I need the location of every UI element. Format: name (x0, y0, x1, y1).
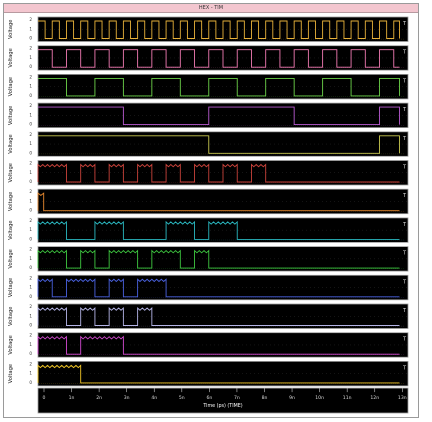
panel-2-y-tick: 1 (29, 55, 32, 60)
x-tick-label: 11n (343, 395, 352, 401)
x-tick-label: 3n (124, 395, 130, 401)
panel-2-y-tick: 2 (29, 46, 32, 51)
panel-11-waveform (37, 306, 400, 326)
panel-2-waveform (38, 49, 400, 68)
x-tick-label: 4n (151, 395, 157, 401)
panel-9-y-tick: 2 (29, 247, 32, 252)
panel-13-y-label: Voltage (8, 364, 14, 383)
panel-3-y-tick: 2 (29, 74, 32, 79)
x-tick-label: 12n (370, 395, 379, 401)
x-tick-label: 2n (96, 395, 102, 401)
panel-8-end-marker: T (402, 222, 407, 228)
panel-3-y-tick: 0 (29, 93, 32, 98)
panel-5-waveform (38, 135, 400, 154)
panel-2-y-label: Voltage (8, 48, 14, 67)
panel-1-y-tick: 1 (29, 26, 32, 31)
panel-12-waveform (37, 335, 400, 355)
panel-10-y-tick: 2 (29, 275, 32, 280)
waveform-canvas: Voltage 2 1 0 T Voltage 2 1 0 T Voltage 2 1 0 T Voltage… (8, 16, 409, 414)
x-tick-label: 7n (234, 395, 240, 401)
panel-7-waveform (37, 192, 400, 212)
panel-1-y-tick: 2 (29, 17, 32, 22)
panel-9-y-tick: 0 (29, 265, 32, 270)
panel-3-end-marker: T (402, 78, 407, 84)
panel-2-y-tick: 0 (29, 64, 32, 69)
panel-9-waveform (37, 249, 400, 269)
panel-4-y-tick: 1 (29, 112, 32, 117)
panel-6-waveform (37, 163, 400, 183)
panel-4-y-tick: 0 (29, 122, 32, 127)
panel-7-y-tick: 2 (29, 189, 32, 194)
panel-12-y-tick: 1 (29, 342, 32, 347)
x-tick-label: 10n (315, 395, 324, 401)
panel-1-waveform (38, 20, 400, 39)
panel-10-y-label: Voltage (8, 278, 14, 297)
panel-5-y-tick: 0 (29, 150, 32, 155)
time-axis-panel (37, 387, 409, 414)
panel-11-y-tick: 2 (29, 304, 32, 309)
panel-6-y-tick: 1 (29, 170, 32, 175)
waveform-viewer: HEX - TIM Voltage 2 1 0 T Voltage 2 1 0 T Voltage 2… (3, 3, 419, 418)
panel-11-y-tick: 1 (29, 313, 32, 318)
panel-3-y-tick: 1 (29, 84, 32, 89)
panel-6-y-label: Voltage (8, 163, 14, 182)
panel-9-end-marker: T (402, 251, 407, 257)
panel-13-waveform (37, 364, 400, 384)
panel-5-end-marker: T (402, 136, 407, 142)
panel-13-y-tick: 1 (29, 371, 32, 376)
panel-8-y-tick: 2 (29, 218, 32, 223)
panel-10-y-tick: 1 (29, 285, 32, 290)
panel-3-y-label: Voltage (8, 77, 14, 96)
panel-4-end-marker: T (402, 107, 407, 113)
panel-4-waveform (38, 106, 400, 126)
panel-13-end-marker: T (402, 365, 407, 371)
panel-3-waveform (38, 77, 400, 97)
panel-5-y-tick: 2 (29, 132, 32, 137)
panel-5-y-tick: 1 (29, 141, 32, 146)
panel-8-y-label: Voltage (8, 220, 14, 239)
x-tick-label: 6n (206, 395, 212, 401)
panel-9-y-tick: 1 (29, 256, 32, 261)
window-title: HEX - TIM (198, 5, 224, 11)
panel-5-y-label: Voltage (8, 134, 14, 153)
panel-6-y-tick: 0 (29, 179, 32, 184)
panel-7-y-tick: 1 (29, 198, 32, 203)
title-bar: HEX - TIM (4, 4, 418, 13)
panel-7-y-label: Voltage (8, 192, 14, 211)
panel-13-y-tick: 0 (29, 380, 32, 385)
x-tick-label: 13n (398, 395, 407, 401)
panel-4-y-label: Voltage (8, 106, 14, 125)
x-axis-label: Time (ps) (TIME) (202, 403, 242, 409)
panel-8-waveform (37, 220, 400, 240)
x-tick-label: 1n (69, 395, 75, 401)
panel-6-end-marker: T (402, 165, 407, 171)
panel-12-y-label: Voltage (8, 335, 14, 354)
panel-1-end-marker: T (402, 21, 407, 27)
panel-10-waveform (37, 278, 400, 298)
panel-11-y-tick: 0 (29, 323, 32, 328)
x-tick-label: 5n (179, 395, 185, 401)
panel-7-y-tick: 0 (29, 208, 32, 213)
panel-7-end-marker: T (402, 193, 407, 199)
panel-11-y-label: Voltage (8, 307, 14, 326)
panel-12-y-tick: 0 (29, 351, 32, 356)
panel-10-y-tick: 0 (29, 294, 32, 299)
panel-12-y-tick: 2 (29, 333, 32, 338)
panel-13-y-tick: 2 (29, 361, 32, 366)
panel-12-end-marker: T (402, 337, 407, 343)
panel-1-y-tick: 0 (29, 36, 32, 41)
panel-4-y-tick: 2 (29, 103, 32, 108)
panel-6-y-tick: 2 (29, 161, 32, 166)
panel-11-end-marker: T (402, 308, 407, 314)
x-tick-label: 0 (43, 395, 46, 401)
x-tick-label: 9n (289, 395, 295, 401)
panel-8-y-tick: 0 (29, 236, 32, 241)
x-tick-label: 8n (262, 395, 268, 401)
panel-10-end-marker: T (402, 279, 407, 285)
panel-9-y-label: Voltage (8, 249, 14, 268)
panel-2-end-marker: T (402, 50, 407, 56)
panel-8-y-tick: 1 (29, 227, 32, 232)
panel-1-y-label: Voltage (8, 20, 14, 39)
